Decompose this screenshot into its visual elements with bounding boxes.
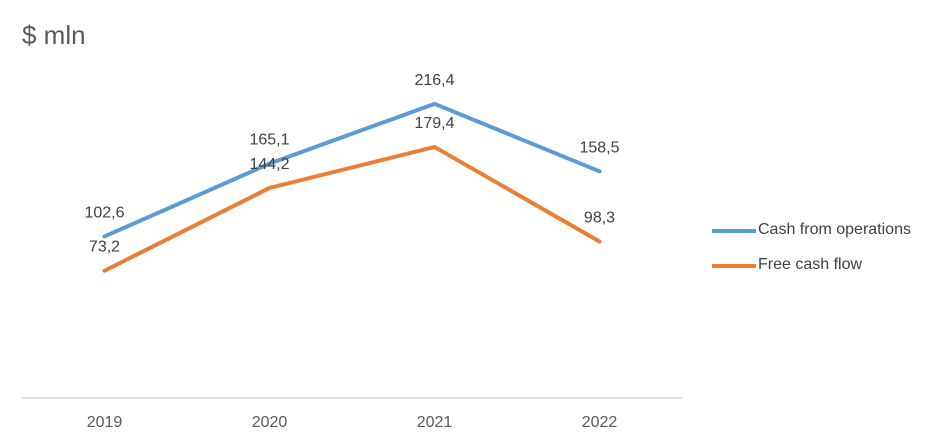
data-label-free-cash-flow-2019: 73,2 bbox=[89, 239, 120, 256]
legend-label-free-cash-flow: Free cash flow bbox=[758, 256, 863, 273]
data-labels: 102,6 165,1 216,4 158,5 73,2 144,2 179,4 98,3 bbox=[84, 72, 619, 256]
series-lines bbox=[102, 101, 602, 273]
x-tick-label-2020: 2020 bbox=[252, 414, 288, 431]
data-label-cash-from-operations-2019: 102,6 bbox=[84, 204, 124, 221]
chart-title: $ mln bbox=[22, 20, 86, 50]
data-label-free-cash-flow-2022: 98,3 bbox=[584, 209, 615, 226]
legend-label-cash-from-operations: Cash from operations bbox=[758, 221, 911, 238]
series-line-cash-from-operations bbox=[102, 101, 602, 239]
data-label-cash-from-operations-2020: 165,1 bbox=[249, 132, 289, 149]
series-line-free-cash-flow bbox=[102, 144, 602, 273]
x-tick-label-2021: 2021 bbox=[417, 414, 453, 431]
data-label-cash-from-operations-2021: 216,4 bbox=[414, 72, 454, 89]
legend-swatch-cash-from-operations bbox=[712, 229, 756, 233]
x-tick-labels: 2019 2020 2021 2022 bbox=[87, 414, 618, 431]
x-tick-label-2022: 2022 bbox=[582, 414, 618, 431]
data-label-free-cash-flow-2020: 144,2 bbox=[249, 156, 289, 173]
legend-swatch-free-cash-flow bbox=[712, 264, 756, 268]
x-tick-label-2019: 2019 bbox=[87, 414, 123, 431]
data-label-free-cash-flow-2021: 179,4 bbox=[414, 115, 454, 132]
data-label-cash-from-operations-2022: 158,5 bbox=[579, 139, 619, 156]
